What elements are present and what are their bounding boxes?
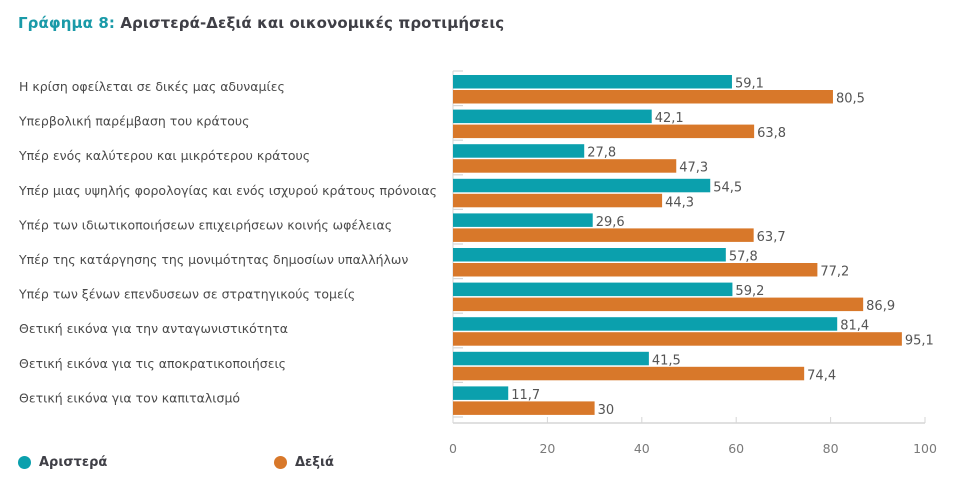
x-tick-label: 60 xyxy=(728,441,744,456)
bar-right xyxy=(453,90,833,104)
x-tick-label: 20 xyxy=(539,441,555,456)
chart-title-text: Αριστερά-Δεξιά και οικονομικές προτιμήσε… xyxy=(120,14,505,32)
category-label: Θετική εικόνα για τις αποκρατικοποιήσεις xyxy=(19,356,286,371)
bar-left xyxy=(453,386,509,400)
bar-right xyxy=(453,366,805,381)
category-label: Υπέρ της κατάργησης της μονιμότητας δημο… xyxy=(18,252,408,267)
legend-swatch-left xyxy=(18,456,31,469)
value-label-left: 59,1 xyxy=(735,77,764,92)
value-label-left: 54,5 xyxy=(713,180,742,195)
category-labels: Η κρίση οφείλεται σε δικές μας αδυναμίες… xyxy=(18,79,437,405)
x-tick-label: 0 xyxy=(449,441,457,456)
value-label-right: 80,5 xyxy=(836,92,865,107)
value-label-right: 47,3 xyxy=(679,161,708,176)
bar-left xyxy=(453,317,838,331)
x-tick-label: 80 xyxy=(823,441,839,456)
value-label-right: 30 xyxy=(598,403,615,418)
bar-right xyxy=(453,401,595,415)
legend-item-right: Δεξιά xyxy=(274,455,334,470)
bar-right xyxy=(453,124,755,139)
category-label: Η κρίση οφείλεται σε δικές μας αδυναμίες xyxy=(19,79,285,94)
x-tick-label: 40 xyxy=(634,441,650,456)
value-label-left: 41,5 xyxy=(652,353,681,368)
bars xyxy=(453,75,902,415)
value-label-left: 11,7 xyxy=(511,388,540,403)
category-label: Υπέρ των ξένων επενδυσεων σε στρατηγικού… xyxy=(18,287,355,302)
category-label: Υπέρ μιας υψηλής φορολογίας και ενός ισχ… xyxy=(18,183,437,198)
chart-title-prefix: Γράφημα 8: xyxy=(18,14,116,32)
value-label-right: 63,7 xyxy=(757,230,786,245)
value-label-left: 81,4 xyxy=(840,319,869,334)
bar-left xyxy=(453,109,652,124)
bar-right xyxy=(453,332,902,346)
category-label: Θετική εικόνα για τον καπιταλισμό xyxy=(19,390,240,405)
category-label: Υπερβολική παρέμβαση του κράτους xyxy=(18,114,249,129)
legend: Αριστερά Δεξιά xyxy=(18,455,418,475)
bar-left xyxy=(453,213,593,227)
bar-left xyxy=(453,351,649,366)
bar-right xyxy=(453,263,818,277)
x-tick-labels: 0 20 40 60 80 100 xyxy=(449,441,937,456)
category-label: Υπέρ των ιδιωτικοποιήσεων επιχειρήσεων κ… xyxy=(18,217,392,232)
value-label-left: 29,6 xyxy=(596,215,625,230)
x-tick-label: 100 xyxy=(913,441,937,456)
value-labels: 59,1 80,5 42,1 63,8 27,8 47,3 54,5 44,3 29,6 63,7… xyxy=(511,77,934,418)
bar-right xyxy=(453,228,754,242)
bar-right xyxy=(453,297,864,312)
bar-right xyxy=(453,193,663,208)
bar-left xyxy=(453,282,733,297)
value-label-right: 77,2 xyxy=(820,265,849,280)
legend-label-left: Αριστερά xyxy=(39,455,108,470)
bar-left xyxy=(453,178,711,193)
legend-item-left: Αριστερά xyxy=(18,455,107,470)
value-label-right: 44,3 xyxy=(665,195,694,210)
legend-swatch-right xyxy=(274,456,287,469)
value-label-right: 74,4 xyxy=(807,368,836,383)
category-label: Θετική εικόνα για την ανταγωνιστικότητα xyxy=(19,321,288,336)
category-label: Υπέρ ενός καλύτερου και μικρότερου κράτο… xyxy=(18,148,310,163)
bar-left xyxy=(453,144,585,158)
chart-title: Γράφημα 8: Αριστερά-Δεξιά και οικονομικέ… xyxy=(18,14,504,32)
value-label-left: 59,2 xyxy=(735,284,764,299)
value-label-right: 86,9 xyxy=(866,299,895,314)
value-label-right: 63,8 xyxy=(757,126,786,141)
value-label-left: 42,1 xyxy=(655,111,684,126)
value-label-left: 27,8 xyxy=(587,146,616,161)
legend-label-right: Δεξιά xyxy=(295,455,334,470)
value-label-right: 95,1 xyxy=(905,334,934,349)
bar-left xyxy=(453,248,726,262)
value-label-left: 57,8 xyxy=(729,250,758,265)
bar-left xyxy=(453,75,732,89)
bar-right xyxy=(453,159,677,173)
